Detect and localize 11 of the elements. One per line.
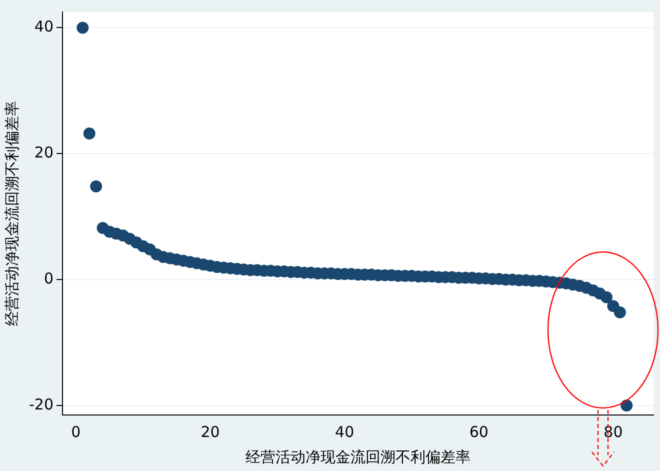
x-tick-label: 20 [200, 422, 220, 441]
x-tick-label: 80 [604, 422, 623, 441]
y-tick-label: 0 [44, 270, 54, 288]
x-axis-title: 经营活动净现金流回溯不利偏差率 [246, 448, 470, 466]
y-tick-label: 40 [34, 18, 54, 36]
y-axis-title: 经营活动净现金流回溯不利偏差率 [2, 101, 21, 326]
y-tick-label: 20 [34, 144, 54, 162]
x-tick-label: 0 [71, 422, 81, 441]
y-tick-label: -20 [29, 395, 54, 414]
x-tick-label: 40 [335, 422, 354, 441]
x-tick-label: 60 [469, 422, 488, 441]
